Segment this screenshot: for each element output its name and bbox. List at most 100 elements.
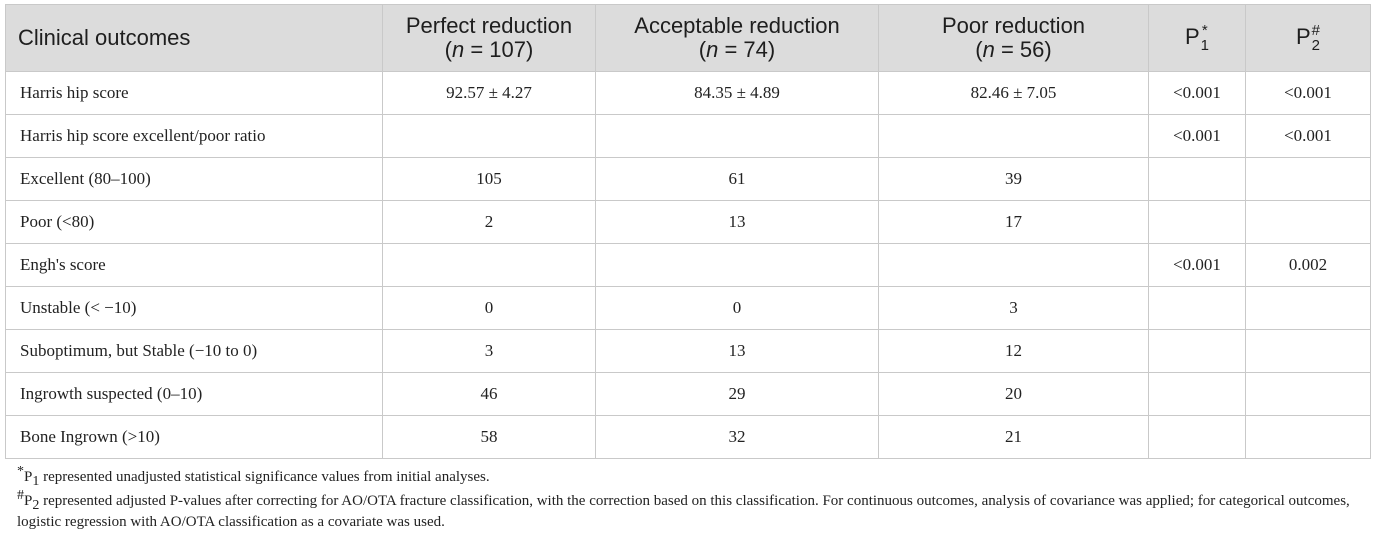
- table-cell: [595, 243, 879, 287]
- footnote-text: represented unadjusted statistical signi…: [39, 469, 490, 485]
- n-symbol: n: [451, 37, 465, 62]
- table-cell: [1148, 372, 1246, 416]
- header-label: Clinical outcomes: [18, 25, 191, 50]
- n-symbol: n: [706, 37, 719, 62]
- table-cell: 84.35 ± 4.89: [595, 71, 879, 115]
- header-n: (n = 107): [444, 37, 534, 62]
- table-body: Harris hip score 92.57 ± 4.27 84.35 ± 4.89…: [5, 71, 1371, 459]
- header-p1: P * 1: [1148, 4, 1246, 72]
- table-cell: 3: [382, 329, 596, 373]
- table-cell: [595, 114, 879, 158]
- row-label: Harris hip score excellent/poor ratio: [5, 114, 383, 158]
- p-subscript: 2: [1311, 37, 1321, 54]
- n-value: = 56): [994, 37, 1052, 62]
- header-acceptable-reduction: Acceptable reduction (n = 74): [595, 4, 879, 72]
- table-row: Poor (<80) 2 13 17: [5, 200, 1371, 244]
- footnote-mark: *: [17, 464, 24, 479]
- p-subscript: 1: [1200, 37, 1210, 54]
- header-row: Clinical outcomes Perfect reduction (n =…: [5, 4, 1371, 72]
- outcomes-table-container: Clinical outcomes Perfect reduction (n =…: [5, 4, 1371, 459]
- header-n: (n = 56): [975, 37, 1052, 62]
- row-label: Harris hip score: [5, 71, 383, 115]
- table-cell: <0.001: [1148, 71, 1246, 115]
- header-label: Perfect reduction: [405, 13, 573, 38]
- table-cell: [1148, 157, 1246, 201]
- table-cell: 61: [595, 157, 879, 201]
- table-row: Unstable (< −10) 0 0 3: [5, 286, 1371, 330]
- table-cell: 20: [878, 372, 1149, 416]
- n-symbol: n: [982, 37, 995, 62]
- clinical-outcomes-table: Clinical outcomes Perfect reduction (n =…: [5, 4, 1371, 459]
- table-cell: [1245, 286, 1371, 330]
- table-cell: 82.46 ± 7.05: [878, 71, 1149, 115]
- table-cell: [1245, 415, 1371, 459]
- table-cell: [1245, 200, 1371, 244]
- p-letter: P: [1295, 23, 1311, 49]
- row-label: Engh's score: [5, 243, 383, 287]
- table-cell: <0.001: [1245, 114, 1371, 158]
- table-cell: 32: [595, 415, 879, 459]
- table-cell: [1148, 329, 1246, 373]
- table-cell: 39: [878, 157, 1149, 201]
- table-cell: [878, 243, 1149, 287]
- table-cell: [1148, 200, 1246, 244]
- table-cell: 0.002: [1245, 243, 1371, 287]
- table-cell: [878, 114, 1149, 158]
- table-footnotes: *P1 represented unadjusted statistical s…: [17, 464, 1367, 536]
- table-row: Harris hip score 92.57 ± 4.27 84.35 ± 4.89…: [5, 71, 1371, 115]
- footnote-p2: #P2 represented adjusted P-values after …: [17, 488, 1367, 533]
- row-label: Ingrowth suspected (0–10): [5, 372, 383, 416]
- footnote-p1: *P1 represented unadjusted statistical s…: [17, 464, 1367, 489]
- table-cell: [1245, 157, 1371, 201]
- table-cell: 17: [878, 200, 1149, 244]
- row-label: Unstable (< −10): [5, 286, 383, 330]
- table-cell: <0.001: [1245, 71, 1371, 115]
- row-label: Excellent (80–100): [5, 157, 383, 201]
- row-label: Bone Ingrown (>10): [5, 415, 383, 459]
- table-row: Harris hip score excellent/poor ratio <0.…: [5, 114, 1371, 158]
- table-cell: [1148, 415, 1246, 459]
- p-superscript: *: [1201, 22, 1208, 39]
- table-cell: 58: [382, 415, 596, 459]
- footnote-text: represented adjusted P-values after corr…: [17, 493, 1350, 530]
- table-cell: <0.001: [1148, 243, 1246, 287]
- table-cell: [1148, 286, 1246, 330]
- table-row: Engh's score <0.001 0.002: [5, 243, 1371, 287]
- footnote-sub: 2: [32, 498, 40, 513]
- table-cell: 0: [595, 286, 879, 330]
- footnote-p: P: [24, 469, 33, 485]
- table-cell: 13: [595, 329, 879, 373]
- header-clinical-outcomes: Clinical outcomes: [5, 4, 383, 72]
- table-cell: [382, 243, 596, 287]
- header-perfect-reduction: Perfect reduction (n = 107): [382, 4, 596, 72]
- table-row: Suboptimum, but Stable (−10 to 0) 3 13 12: [5, 329, 1371, 373]
- header-label: Acceptable reduction: [634, 13, 840, 38]
- table-cell: 13: [595, 200, 879, 244]
- table-cell: [382, 114, 596, 158]
- table-row: Excellent (80–100) 105 61 39: [5, 157, 1371, 201]
- header-n: (n = 74): [698, 37, 776, 62]
- table-cell: 21: [878, 415, 1149, 459]
- footnote-p: P: [24, 493, 33, 509]
- header-poor-reduction: Poor reduction (n = 56): [878, 4, 1149, 72]
- footnote-sub: 1: [32, 474, 40, 489]
- table-cell: 2: [382, 200, 596, 244]
- table-cell: 12: [878, 329, 1149, 373]
- table-cell: [1245, 329, 1371, 373]
- row-label: Suboptimum, but Stable (−10 to 0): [5, 329, 383, 373]
- table-row: Bone Ingrown (>10) 58 32 21: [5, 415, 1371, 459]
- n-value: = 74): [718, 37, 776, 62]
- table-cell: 0: [382, 286, 596, 330]
- table-cell: 105: [382, 157, 596, 201]
- footnote-mark: #: [17, 488, 24, 503]
- row-label: Poor (<80): [5, 200, 383, 244]
- table-cell: 3: [878, 286, 1149, 330]
- header-label: Poor reduction: [941, 13, 1086, 38]
- table-cell: [1245, 372, 1371, 416]
- p-letter: P: [1184, 23, 1200, 49]
- n-value: = 107): [464, 37, 534, 62]
- table-row: Ingrowth suspected (0–10) 46 29 20: [5, 372, 1371, 416]
- header-p2: P #2: [1245, 4, 1371, 72]
- table-cell: <0.001: [1148, 114, 1246, 158]
- table-cell: 29: [595, 372, 879, 416]
